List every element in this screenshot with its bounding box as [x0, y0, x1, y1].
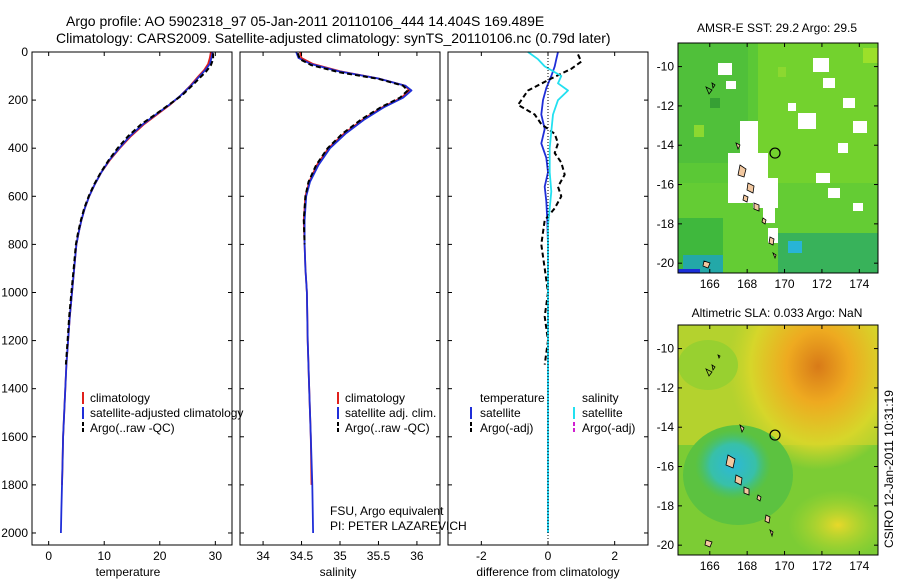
series-temperature-argo-adj — [517, 53, 583, 365]
map-y-tick-label: -20 — [657, 538, 675, 552]
y-tick-label: 400 — [8, 141, 28, 155]
map-x-tick-label: 166 — [700, 559, 720, 573]
map-x-tick-label: 168 — [737, 559, 757, 573]
y-tick-label: 600 — [8, 189, 28, 203]
sst-map-frame — [677, 42, 879, 274]
difference-xlabel: difference from climatology — [476, 565, 619, 579]
x-tick-label: 36 — [410, 549, 424, 563]
legend-satellite-label: satellite adj. clim. — [345, 406, 436, 420]
legend-temp-argo-label: Argo(-adj) — [480, 421, 533, 435]
legend-climatology-label: climatology — [90, 391, 150, 405]
series-argo-raw-qc — [64, 53, 215, 365]
map-x-tick-label: 166 — [700, 277, 720, 291]
temperature-legend: climatology satellite-adjusted climatolo… — [82, 391, 243, 435]
x-tick-label: -2 — [476, 549, 487, 563]
y-tick-label: 2000 — [1, 526, 28, 540]
x-tick-label: 10 — [98, 549, 112, 563]
argo-position-marker — [769, 429, 781, 441]
sla-map: Altimetric SLA: 0.033 Argo: NaN — [657, 306, 879, 573]
legend-temp-satellite-label: satellite — [480, 406, 521, 420]
x-tick-label: 35 — [333, 549, 347, 563]
y-tick-label: 1600 — [1, 430, 28, 444]
map-y-tick-label: -18 — [657, 499, 675, 513]
header-line-2: Climatology: CARS2009. Satellite-adjuste… — [56, 30, 611, 46]
map-x-tick-label: 174 — [849, 277, 869, 291]
salinity-xlabel: salinity — [320, 565, 357, 579]
y-tick-label: 1400 — [1, 382, 28, 396]
y-tick-label: 800 — [8, 237, 28, 251]
sst-map: AMSR-E SST: 29.2 Argo: 29.5 — [657, 21, 879, 291]
map-x-tick-label: 170 — [775, 559, 795, 573]
map-y-tick-label: -18 — [657, 217, 675, 231]
x-tick-label: 0 — [45, 549, 52, 563]
map-y-tick-label: -14 — [657, 420, 675, 434]
temperature-panel: 0 10 20 30 0 200 400 600 800 1000 1200 1400 1600 1800… — [1, 45, 243, 579]
legend-climatology-label: climatology — [345, 391, 405, 405]
difference-panel: -2 0 2 difference from climatology tempera… — [447, 51, 649, 579]
legend-satellite-label: satellite-adjusted climatology — [90, 406, 243, 420]
sst-field — [678, 43, 878, 273]
y-tick-label: 0 — [21, 45, 28, 59]
header-line-1: Argo profile: AO 5902318_97 05-Jan-2011 … — [66, 13, 544, 29]
map-x-tick-label: 174 — [849, 559, 869, 573]
series-argo-raw-qc — [296, 52, 409, 245]
x-tick-label: 2 — [611, 549, 618, 563]
salinity-panel: 34 34.5 35 35.5 36 salinity climatology sate… — [239, 51, 467, 579]
difference-legend: temperature salinity satellite Argo(-adj… — [470, 391, 635, 435]
y-tick-label: 1200 — [1, 334, 28, 348]
map-x-tick-label: 172 — [812, 559, 832, 573]
map-y-tick-label: -16 — [657, 460, 675, 474]
map-x-tick-label: 168 — [737, 277, 757, 291]
map-x-tick-label: 172 — [812, 277, 832, 291]
x-tick-label: 20 — [153, 549, 167, 563]
legend-salinity-header: salinity — [582, 391, 619, 405]
data-source-annotation: FSU, Argo equivalent — [330, 504, 444, 518]
sla-field — [678, 325, 878, 555]
legend-temperature-header: temperature — [480, 391, 545, 405]
sla-map-title: Altimetric SLA: 0.033 Argo: NaN — [692, 306, 863, 320]
sla-map-frame — [677, 324, 879, 556]
x-tick-label: 0 — [545, 549, 552, 563]
y-tick-label: 1000 — [1, 285, 28, 299]
temperature-axes-frame — [31, 51, 233, 546]
sst-map-title: AMSR-E SST: 29.2 Argo: 29.5 — [697, 21, 857, 35]
x-tick-label: 34 — [256, 549, 270, 563]
y-tick-label: 1800 — [1, 478, 28, 492]
map-y-tick-label: -20 — [657, 256, 675, 270]
map-y-tick-label: -10 — [657, 60, 675, 74]
y-tick-label: 200 — [8, 93, 28, 107]
legend-argo-label: Argo(..raw -QC) — [90, 421, 175, 435]
legend-argo-label: Argo(..raw -QC) — [345, 421, 430, 435]
series-satellite-adjusted-climatology — [60, 51, 214, 534]
legend-sal-argo-label: Argo(-adj) — [582, 421, 635, 435]
map-y-tick-label: -12 — [657, 99, 675, 113]
x-tick-label: 34.5 — [290, 549, 314, 563]
map-y-tick-label: -10 — [657, 342, 675, 356]
series-satellite-adj-clim — [295, 51, 413, 534]
timestamp-stamp: CSIRO 12-Jan-2011 10:31:19 — [882, 390, 896, 548]
map-x-tick-label: 170 — [775, 277, 795, 291]
map-y-tick-label: -14 — [657, 138, 675, 152]
temperature-xlabel: temperature — [96, 565, 161, 579]
salinity-axes-frame — [239, 51, 441, 546]
pi-annotation: PI: PETER LAZAREVICH — [330, 519, 467, 533]
salinity-legend: climatology satellite adj. clim. Argo(..… — [337, 391, 436, 435]
legend-sal-satellite-label: satellite — [582, 406, 623, 420]
argo-position-marker — [769, 147, 781, 159]
map-y-tick-label: -16 — [657, 178, 675, 192]
x-tick-label: 30 — [209, 549, 223, 563]
map-y-tick-label: -12 — [657, 381, 675, 395]
x-tick-label: 35.5 — [367, 549, 391, 563]
series-temperature-satellite — [540, 51, 559, 533]
